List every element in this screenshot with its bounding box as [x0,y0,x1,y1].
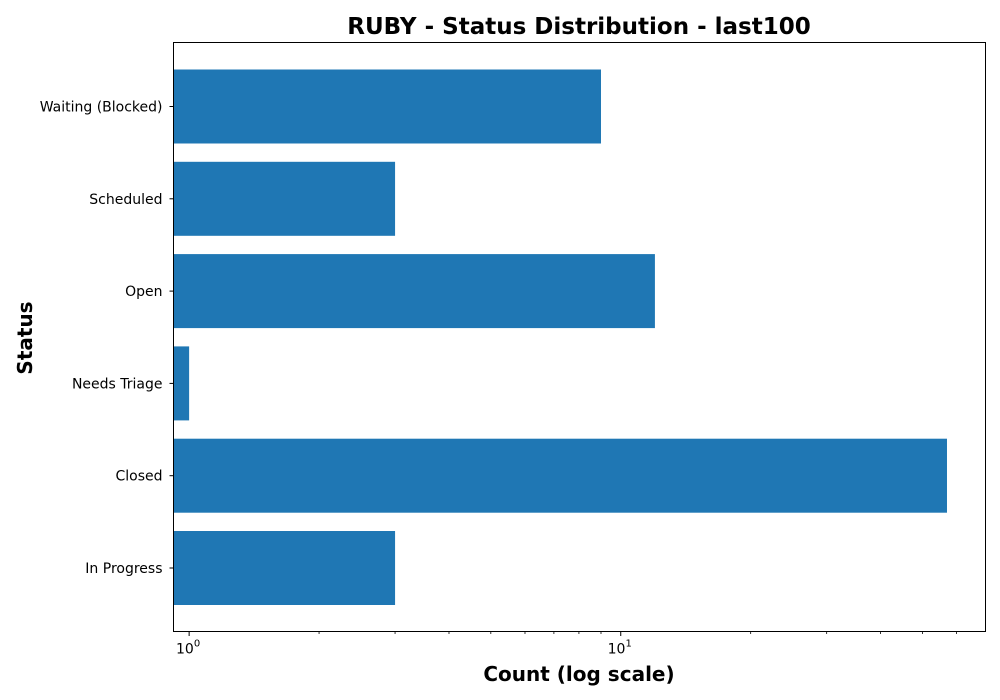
bars-group [173,69,947,605]
y-tick-label: Waiting (Blocked) [40,100,163,116]
bar-in-progress [173,531,396,605]
bar-waiting-blocked [173,69,601,144]
y-tick-label: Needs Triage [72,376,163,392]
x-axis-ticks: 100 101 [176,631,958,658]
y-tick-label: Closed [115,469,162,485]
plot-frame [173,42,986,632]
y-tick-label: Open [125,284,162,300]
bar-closed [173,438,947,513]
y-tick-label: Scheduled [89,192,162,208]
x-tick-label: 101 [608,639,632,658]
bar-scheduled [173,161,396,236]
y-axis-ticks: In Progress Closed Needs Triage Open Schedul… [40,100,174,577]
bar-open [173,254,655,329]
bar-needs-triage [173,346,190,421]
chart-title: RUBY - Status Distribution - last100 [347,14,810,40]
x-tick-label: 100 [176,639,200,658]
x-axis-label: Count (log scale) [483,662,674,686]
y-axis-label: Status [13,301,37,374]
y-tick-label: In Progress [85,561,162,577]
